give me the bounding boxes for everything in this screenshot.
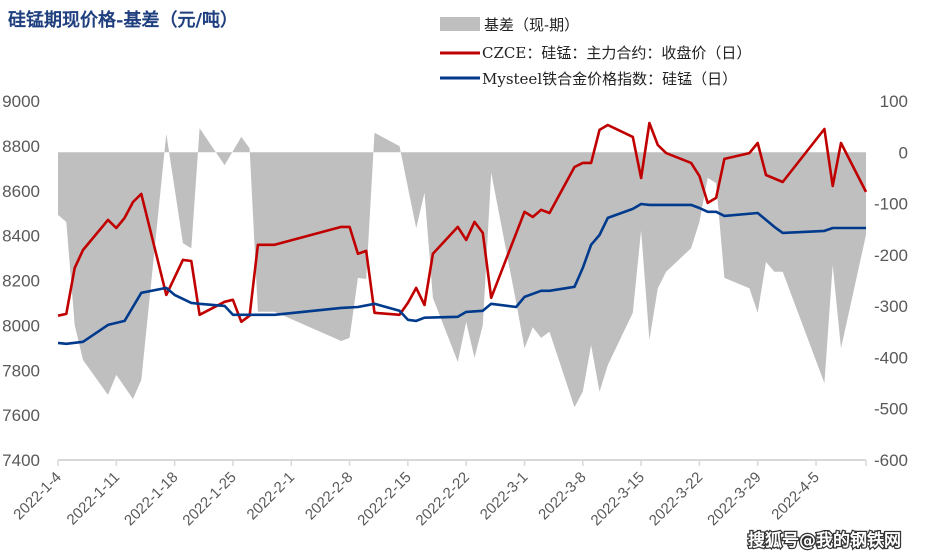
y-left-tick-label: 8600 <box>2 182 40 201</box>
y-left-tick-label: 8000 <box>2 316 40 335</box>
x-tick-label: 2022-3-8 <box>535 469 589 523</box>
x-tick-label: 2022-2-22 <box>413 469 473 529</box>
x-tick-label: 2022-3-15 <box>588 469 648 529</box>
y-left-tick-label: 8400 <box>2 227 40 246</box>
x-tick-label: 2022-3-22 <box>646 469 706 529</box>
x-tick-label: 2022-2-8 <box>302 469 356 523</box>
y-left-tick-label: 8200 <box>2 272 40 291</box>
x-tick-label: 2022-3-29 <box>704 469 764 529</box>
y-right-tick-label: 100 <box>880 92 908 111</box>
y-left-tick-label: 7600 <box>2 406 40 425</box>
y-left-tick-label: 9000 <box>2 92 40 111</box>
legend-label-mysteel: Mysteel铁合金价格指数：硅锰（日） <box>482 70 737 88</box>
mysteel-index-line <box>57 202 866 346</box>
y-left-tick-label: 7400 <box>2 451 40 470</box>
legend-label-basis: 基差（现-期） <box>484 16 579 34</box>
chart-title: 硅锰期现价格-基差（元/吨） <box>8 9 238 31</box>
x-tick-label: 2022-3-1 <box>477 469 531 523</box>
x-tick-label: 2022-1-4 <box>10 469 64 523</box>
watermark: 搜狐号@我的钢铁网 <box>748 530 901 551</box>
y-right-tick-label: -200 <box>874 246 908 265</box>
y-left-tick-label: 7800 <box>2 361 40 380</box>
czce-price-line <box>57 121 868 324</box>
legend-label-czce: CZCE：硅锰：主力合约：收盘价（日） <box>482 44 751 62</box>
x-tick-label: 2022-1-25 <box>179 469 239 529</box>
x-tick-label: 2022-1-11 <box>64 469 124 529</box>
x-tick-label: 2022-4-5 <box>768 469 822 523</box>
y-left-tick-label: 8800 <box>2 137 40 156</box>
y-right-tick-label: -400 <box>874 348 908 367</box>
y-right-tick-label: -300 <box>874 297 908 316</box>
y-right-tick-label: -500 <box>874 400 908 419</box>
y-right-tick-label: 0 <box>899 143 908 162</box>
x-tick-label: 2022-2-15 <box>354 469 414 529</box>
y-right-tick-label: -600 <box>874 451 908 470</box>
x-tick-label: 2022-1-18 <box>121 469 181 529</box>
y-right-tick-label: -100 <box>874 195 908 214</box>
legend: 基差（现-期） CZCE：硅锰：主力合约：收盘价（日） Mysteel铁合金价格… <box>440 16 751 88</box>
basis-area <box>58 128 867 408</box>
x-tick-label: 2022-2-1 <box>244 469 298 523</box>
legend-swatch-basis <box>440 17 480 31</box>
